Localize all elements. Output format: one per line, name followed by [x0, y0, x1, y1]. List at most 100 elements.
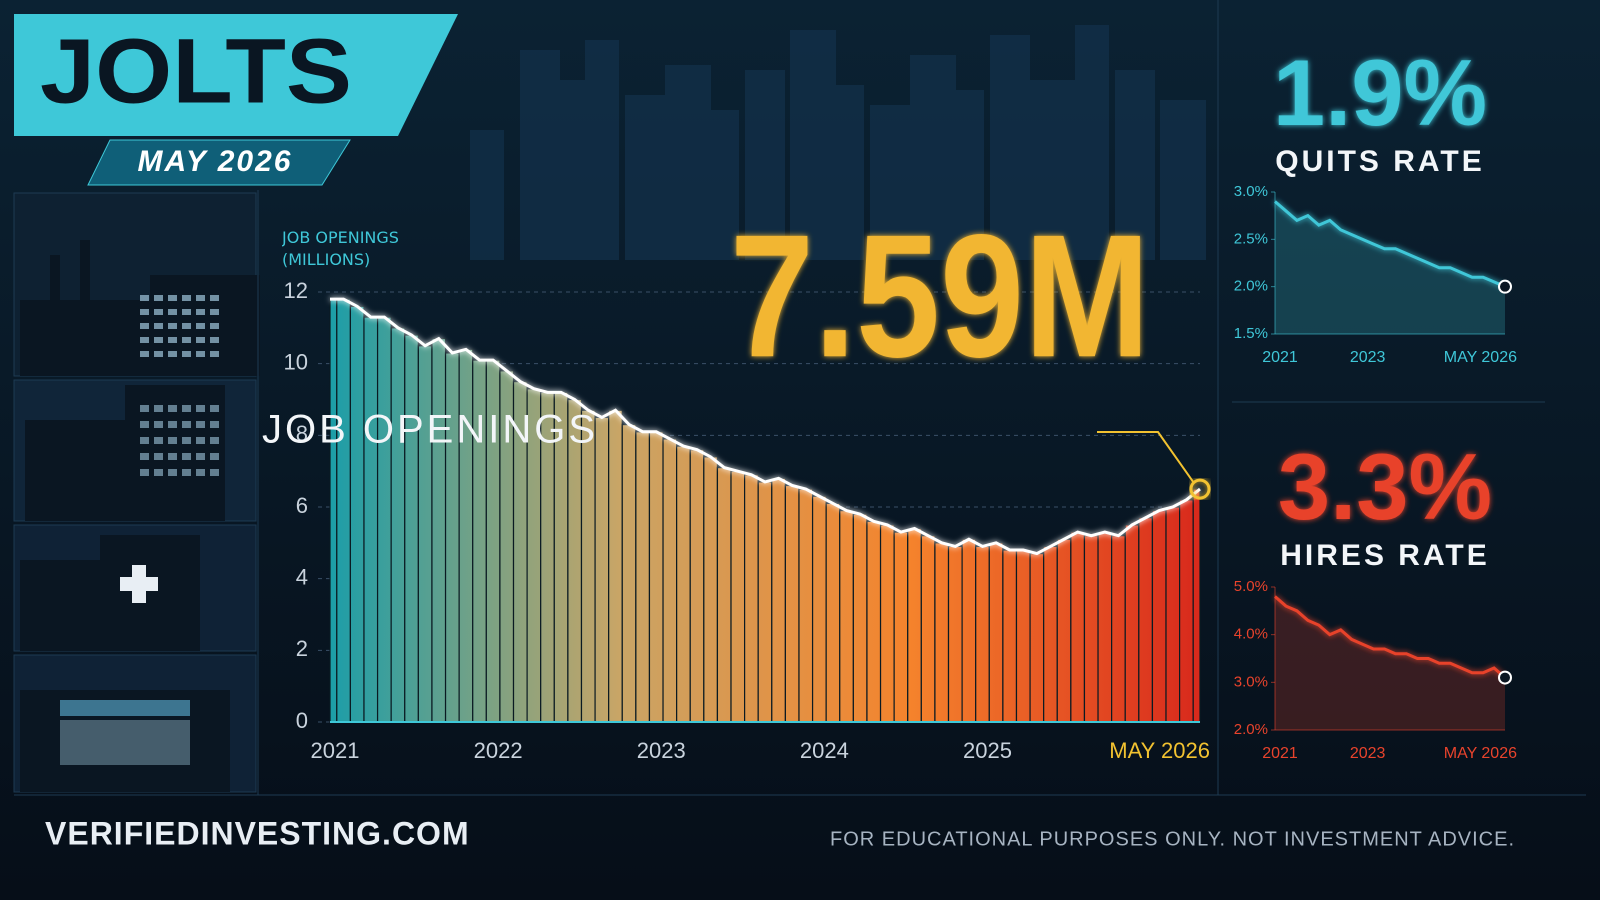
hospital-shape	[20, 535, 200, 651]
bar	[1097, 531, 1113, 723]
window-light	[168, 469, 177, 476]
window-light	[196, 323, 205, 329]
bar	[621, 423, 637, 723]
window-light	[210, 469, 219, 476]
y-tick-label: 1.5%	[1234, 325, 1268, 342]
bar	[689, 449, 705, 723]
x-tick-label: 2024	[800, 738, 849, 763]
skyline-building	[830, 85, 864, 260]
bar	[1179, 499, 1194, 723]
window-light	[210, 437, 219, 444]
skyline-building	[705, 110, 739, 260]
headline: 7.59M	[730, 199, 1150, 394]
x-tick-label: 2023	[637, 738, 686, 763]
skyline-building	[950, 90, 984, 260]
panels	[13, 192, 260, 793]
skyline-building	[1030, 80, 1076, 260]
window-light	[210, 323, 219, 329]
rate-line	[1274, 200, 1506, 289]
window-light	[168, 295, 177, 301]
bar	[852, 513, 868, 723]
skyline-building	[625, 95, 665, 260]
skyline-building	[870, 105, 910, 260]
x-tick-label: MAY 2026	[1444, 745, 1517, 762]
store-window	[60, 720, 190, 765]
bar	[336, 298, 351, 723]
bar	[1124, 524, 1140, 723]
bar	[580, 409, 596, 723]
bar	[329, 298, 338, 723]
bar	[1029, 552, 1045, 723]
x-tick-label: MAY 2026	[1444, 349, 1517, 366]
bar	[662, 438, 678, 723]
window-light	[154, 453, 163, 460]
bar	[390, 327, 406, 723]
x-tick-label: 2021	[1262, 349, 1298, 366]
window-light	[196, 421, 205, 428]
window-light	[154, 295, 163, 301]
bar	[648, 431, 664, 723]
window-light	[196, 437, 205, 444]
x-tick-label: 2025	[963, 738, 1012, 763]
window-light	[168, 421, 177, 428]
window-light	[140, 453, 149, 460]
skyline	[470, 25, 1206, 260]
skyline-building	[990, 35, 1030, 260]
headline-label: JOB OPENINGS	[262, 408, 598, 452]
subtitle-banner	[87, 139, 351, 186]
skyline-building	[1160, 100, 1206, 260]
y-tick-label: 5.0%	[1234, 578, 1268, 595]
window-light	[182, 337, 191, 343]
bar	[1002, 549, 1018, 723]
area-fill	[1275, 596, 1505, 730]
leader-line	[1097, 431, 1195, 484]
window-light	[140, 295, 149, 301]
bar	[703, 456, 719, 723]
bar	[1165, 506, 1181, 723]
disclaimer: FOR EDUCATIONAL PURPOSES ONLY. NOT INVES…	[830, 828, 1515, 850]
window-light	[140, 437, 149, 444]
bar	[676, 445, 691, 723]
bar	[744, 474, 759, 723]
bar	[1083, 535, 1099, 723]
window-light	[154, 337, 163, 343]
x-tick-label: 2023	[1350, 745, 1386, 762]
window-light	[154, 421, 163, 428]
bar	[879, 524, 895, 723]
window-light	[154, 437, 163, 444]
window-light	[168, 323, 177, 329]
skyline-building	[790, 30, 836, 260]
bar	[1151, 509, 1167, 723]
skyline-building	[745, 70, 785, 260]
window-light	[196, 309, 205, 315]
end-marker	[1189, 478, 1211, 500]
window-light	[140, 351, 149, 357]
bar	[1138, 517, 1154, 723]
y-tick-label: 6	[296, 493, 308, 518]
bar	[431, 337, 447, 723]
window-light	[210, 309, 219, 315]
window-light	[154, 309, 163, 315]
trend-line	[330, 297, 1201, 556]
bar	[988, 542, 1004, 723]
x-tick-label: 2023	[1350, 349, 1386, 366]
bar	[1070, 531, 1086, 723]
window-light	[168, 437, 177, 444]
skyline-building	[520, 50, 560, 260]
headline-label: QUITS RATE	[1275, 145, 1484, 178]
window-light	[182, 309, 191, 315]
bar	[757, 481, 773, 723]
window-light	[154, 323, 163, 329]
end-marker	[1498, 670, 1512, 685]
bar	[730, 470, 746, 723]
y-tick-label: 10	[284, 349, 308, 374]
bar	[825, 502, 841, 723]
skyline-building	[665, 65, 711, 260]
office-shape	[25, 385, 225, 521]
y-tick-label: 3.0%	[1234, 183, 1268, 200]
skyline-building	[1115, 70, 1155, 260]
windows	[140, 295, 219, 476]
window-light	[168, 337, 177, 343]
bar	[458, 348, 474, 723]
